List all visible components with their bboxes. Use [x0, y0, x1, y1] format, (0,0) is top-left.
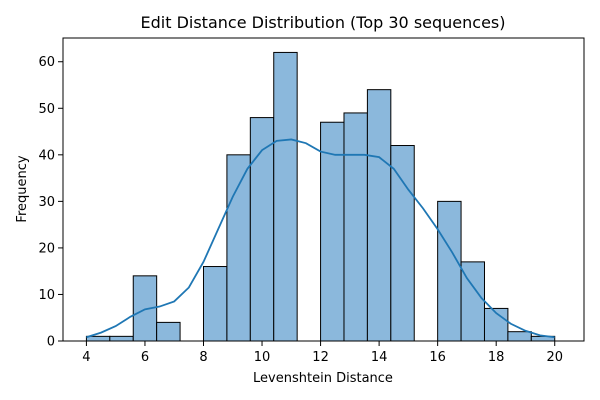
x-tick-label: 16 [429, 350, 446, 365]
y-tick-label: 50 [38, 102, 55, 117]
y-tick-label: 60 [38, 55, 55, 70]
bars-group [85, 51, 556, 342]
histogram-bar-8 [273, 51, 298, 342]
histogram-bar-6 [226, 154, 251, 342]
x-tick-label: 10 [254, 350, 271, 365]
y-tick-label: 20 [38, 241, 55, 256]
y-tick-label: 10 [38, 288, 55, 303]
histogram-bar-5 [202, 266, 228, 342]
histogram-bar-1 [109, 335, 134, 342]
x-tick-label: 20 [546, 350, 563, 365]
histogram-bar-18 [507, 331, 532, 342]
chart-title: Edit Distance Distribution (Top 30 seque… [141, 13, 506, 32]
x-tick-label: 18 [488, 350, 505, 365]
histogram-bar-12 [366, 89, 392, 342]
x-tick-label: 8 [199, 350, 207, 365]
y-tick-label: 0 [47, 335, 55, 350]
x-tick-label: 12 [312, 350, 329, 365]
histogram-bar-13 [390, 145, 415, 342]
y-tick-label: 30 [38, 195, 55, 210]
x-tick-label: 4 [82, 350, 90, 365]
axes-group: 4 6 8 10 12 14 16 18 20 0 10 20 30 40 50 60 [38, 37, 585, 365]
x-tick-label: 14 [371, 350, 388, 365]
histogram-bar-3 [156, 321, 181, 342]
x-tick-label: 6 [141, 350, 149, 365]
x-axis-label: Levenshtein Distance [253, 371, 393, 386]
plot-frame [62, 37, 585, 342]
kde-line [86, 138, 555, 339]
histogram-bar-11 [343, 112, 368, 342]
histogram-bar-15 [437, 200, 462, 342]
y-tick-label: 40 [38, 148, 55, 163]
y-axis-label: Frequency [15, 155, 30, 222]
